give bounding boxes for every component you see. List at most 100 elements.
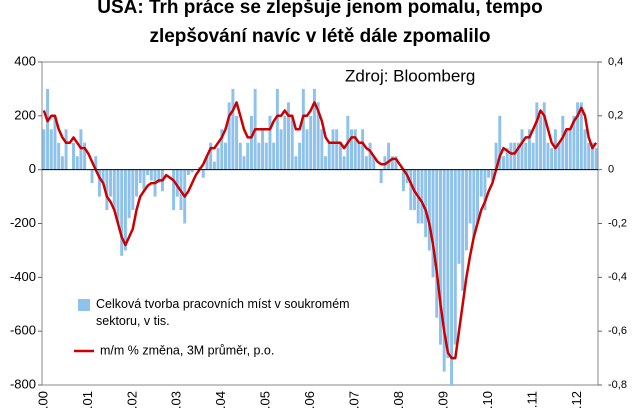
bar <box>64 129 68 170</box>
bar <box>446 169 450 359</box>
bar <box>294 156 298 170</box>
bar <box>542 102 546 170</box>
bar <box>390 156 394 170</box>
bar <box>527 129 531 170</box>
bar <box>513 142 517 170</box>
x-tick-label: .01 <box>80 391 95 409</box>
y2-tick-label: 0 <box>608 164 614 176</box>
y2-tick-label: 0,2 <box>608 110 623 122</box>
bar <box>553 129 557 170</box>
bar <box>583 129 587 170</box>
y-tick-label: -800 <box>10 376 36 391</box>
y-tick-label: -200 <box>10 215 36 230</box>
bar <box>268 115 272 170</box>
bar <box>539 115 543 170</box>
bar <box>272 142 276 170</box>
bar <box>305 129 309 170</box>
bar <box>505 148 509 170</box>
bar <box>316 102 320 170</box>
bar <box>509 142 513 170</box>
bar <box>227 102 231 170</box>
bar <box>357 142 361 170</box>
y2-tick-label: -0,4 <box>608 271 627 283</box>
legend-swatch <box>78 299 90 311</box>
bar <box>387 142 391 170</box>
bar <box>494 142 498 170</box>
bar <box>353 129 357 170</box>
bar <box>60 156 64 170</box>
bar <box>427 169 431 251</box>
bar <box>312 88 316 170</box>
bar <box>324 156 328 170</box>
bar <box>42 129 46 170</box>
bar <box>301 88 305 170</box>
bar <box>546 142 550 170</box>
bar <box>205 156 209 170</box>
bar <box>97 169 101 197</box>
x-tick-label: .10 <box>480 391 495 409</box>
bar <box>472 169 476 237</box>
bar <box>338 142 342 170</box>
bar <box>142 169 146 192</box>
y-tick-label: -400 <box>10 269 36 284</box>
bar <box>394 156 398 170</box>
bar <box>149 169 153 181</box>
bar <box>231 88 235 170</box>
bar <box>112 169 116 211</box>
bar <box>127 169 131 219</box>
bar <box>309 115 313 170</box>
chart-title: zlepšování navíc v létě dále zpomalilo <box>149 26 490 47</box>
bar <box>350 129 353 170</box>
x-tick-label: .12 <box>569 391 584 409</box>
bar <box>101 169 105 184</box>
bar <box>131 169 135 211</box>
bar <box>105 169 109 211</box>
y2-tick-label: 0,4 <box>608 56 623 68</box>
bar <box>342 156 346 170</box>
bar <box>83 142 87 170</box>
x-tick-label: .07 <box>347 391 362 409</box>
bar <box>568 129 572 170</box>
y2-tick-label: -0,6 <box>608 325 627 337</box>
bar <box>264 142 268 170</box>
bar <box>49 129 53 170</box>
x-tick-label: .05 <box>258 391 273 409</box>
bar <box>46 88 50 170</box>
bar <box>435 169 439 318</box>
bar <box>565 129 568 170</box>
bar <box>79 129 83 170</box>
x-tick-label: .08 <box>391 391 406 409</box>
bar <box>464 169 468 251</box>
bar <box>72 142 75 170</box>
bar <box>479 169 483 197</box>
bar <box>223 142 227 170</box>
y-tick-label: 400 <box>14 53 36 68</box>
bar <box>531 142 535 170</box>
bar <box>535 102 539 170</box>
bar <box>279 129 283 170</box>
bar <box>201 169 205 178</box>
bar <box>320 129 324 170</box>
bar <box>138 169 142 184</box>
bar <box>487 169 491 178</box>
bar <box>476 169 480 224</box>
bar <box>53 115 57 170</box>
bar <box>238 142 242 170</box>
bar <box>576 102 580 170</box>
bar <box>501 156 505 170</box>
chart-title: USA: Trh práce se zlepšuje jenom pomalu,… <box>97 0 543 18</box>
x-tick-label: .06 <box>302 391 317 409</box>
bar <box>438 169 442 345</box>
bar <box>409 169 413 211</box>
y2-tick-label: -0,2 <box>608 217 627 229</box>
bar <box>483 169 487 211</box>
bar <box>123 169 127 251</box>
bar <box>261 129 265 170</box>
bar <box>587 142 591 170</box>
bar <box>90 169 94 184</box>
legend-label-line: Celková tvorba pracovních míst v soukrom… <box>96 297 350 311</box>
x-tick-label: .04 <box>213 391 228 409</box>
bar <box>331 129 335 170</box>
bar <box>75 156 79 170</box>
x-tick-label: .11 <box>525 391 540 408</box>
